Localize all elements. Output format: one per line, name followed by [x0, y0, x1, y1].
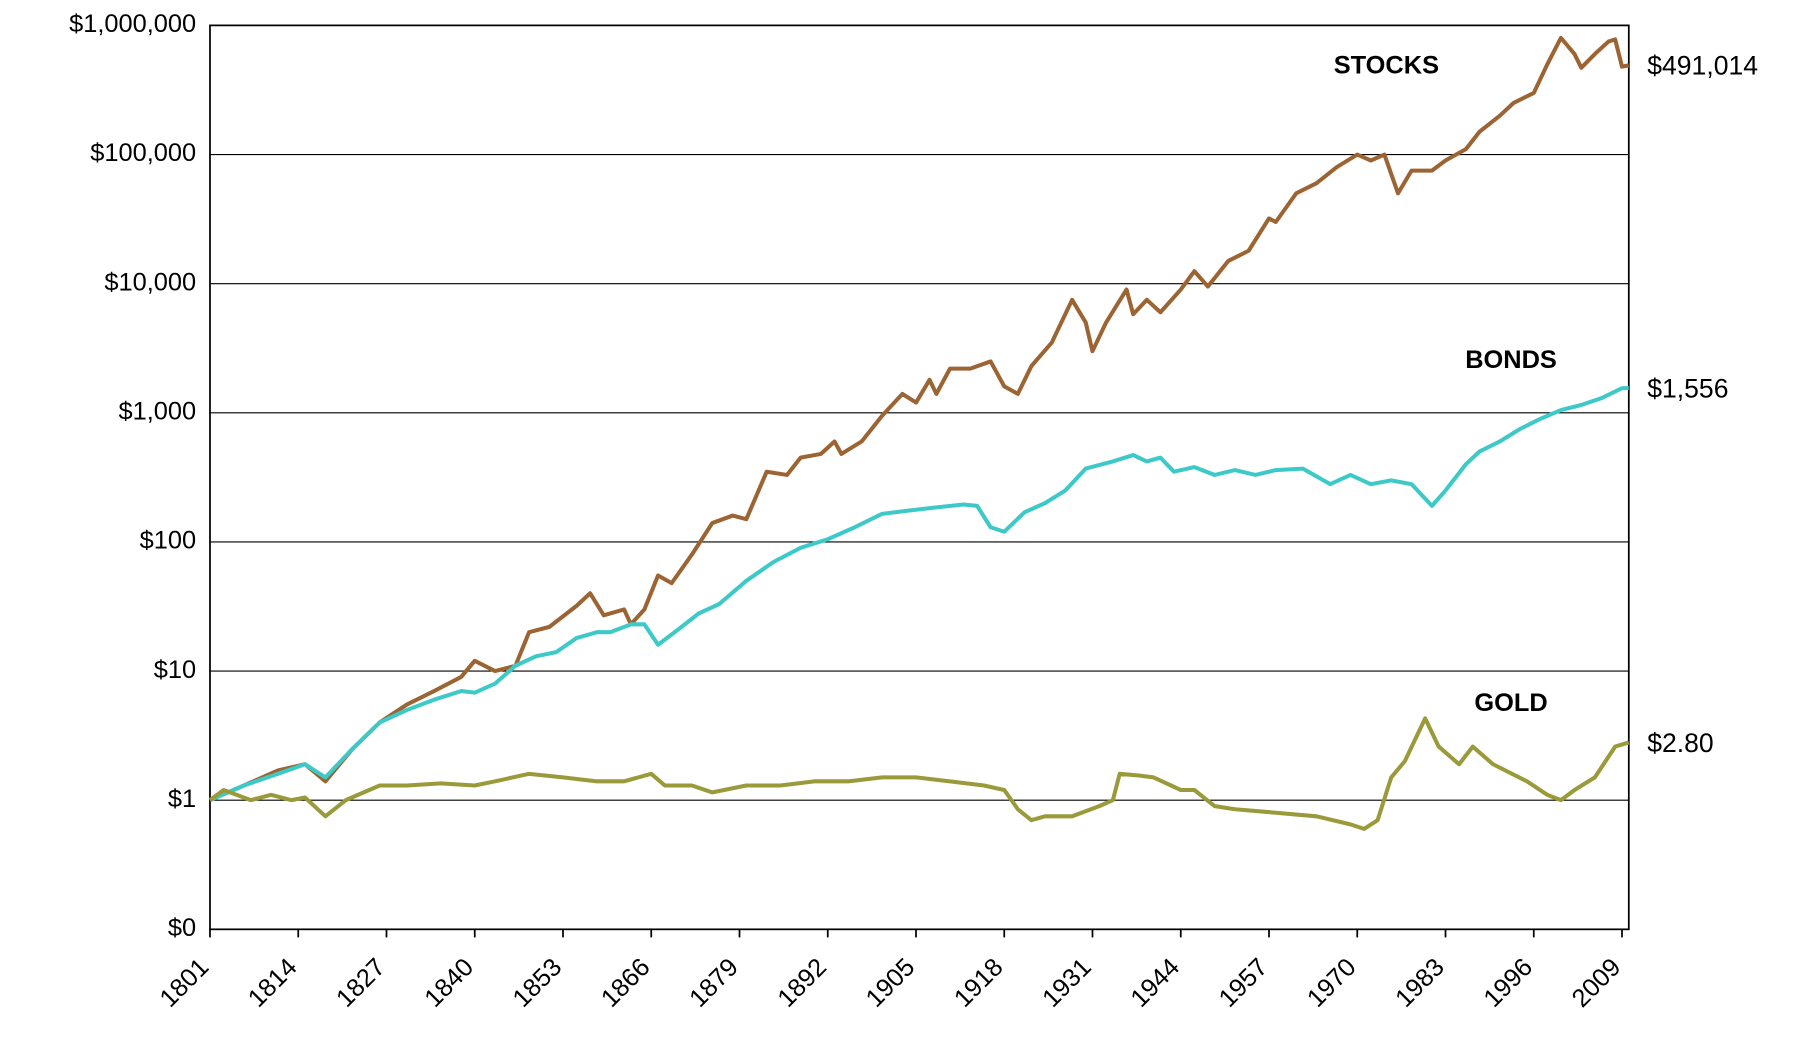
y-tick-label: $10,000	[104, 268, 196, 296]
x-tick-label: 1905	[861, 953, 921, 1013]
y-tick-label: $10	[154, 656, 196, 684]
x-tick-label: 1853	[508, 953, 568, 1013]
x-tick-label: 1983	[1390, 953, 1450, 1013]
y-tick-label: $0	[168, 914, 196, 942]
series-name: STOCKS	[1334, 52, 1439, 80]
x-tick-label: 2009	[1567, 953, 1627, 1013]
end-label: $491,014	[1647, 51, 1758, 81]
x-tick-label: 1918	[949, 953, 1009, 1013]
x-tick-label: 1840	[419, 953, 479, 1013]
x-tick-label: 1957	[1214, 953, 1274, 1013]
end-label: $1,556	[1647, 373, 1728, 403]
x-tick-label: 1892	[772, 953, 832, 1013]
y-tick-label: $100,000	[90, 139, 196, 167]
x-tick-label: 1814	[243, 953, 303, 1013]
x-tick-label: 1879	[684, 953, 744, 1013]
x-tick-label: 1801	[155, 953, 215, 1013]
x-tick-label: 1970	[1302, 953, 1362, 1013]
plot-frame	[209, 24, 1630, 931]
x-tick-label: 1944	[1125, 953, 1185, 1013]
series-line	[209, 35, 1630, 803]
x-tick-label: 1827	[331, 953, 391, 1013]
x-tick-label: 1996	[1478, 953, 1538, 1013]
x-tick-label: 1931	[1037, 953, 1097, 1013]
y-tick-label: $1	[168, 785, 196, 813]
end-label: $2.80	[1647, 728, 1713, 758]
y-tick-label: $100	[140, 527, 196, 555]
series-line	[209, 385, 1629, 803]
y-tick-label: $1,000,000	[69, 10, 196, 38]
x-tick-label: 1866	[596, 953, 656, 1013]
y-tick-label: $1,000	[119, 397, 197, 425]
series-name: BONDS	[1465, 346, 1557, 374]
series-line	[208, 716, 1630, 831]
series-name: GOLD	[1474, 689, 1547, 717]
